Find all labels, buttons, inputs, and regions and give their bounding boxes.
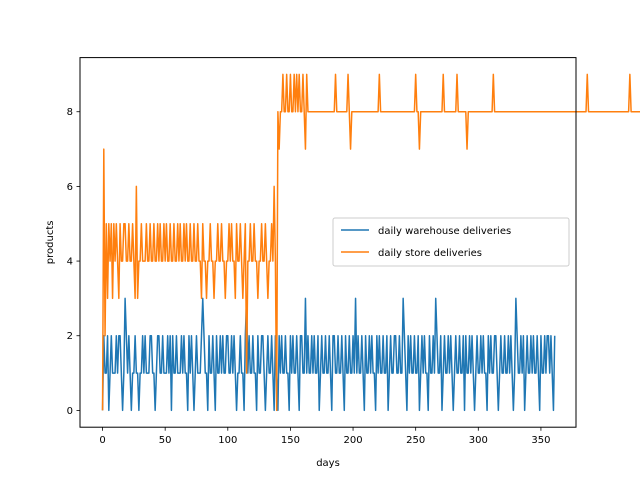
y-tick-label: 8 bbox=[67, 107, 73, 118]
series-line-warehouse bbox=[101, 297, 556, 412]
x-tick-label: 150 bbox=[281, 435, 300, 446]
x-axis: 0 50 100 150 200 250 300 350 bbox=[99, 427, 550, 446]
series-line-store bbox=[101, 73, 640, 412]
y-axis: 0 2 4 6 8 bbox=[67, 107, 80, 417]
legend: daily warehouse deliveries daily store d… bbox=[332, 217, 570, 267]
legend-label-warehouse: daily warehouse deliveries bbox=[378, 226, 511, 237]
series-layer bbox=[101, 73, 640, 412]
y-tick-label: 4 bbox=[67, 257, 73, 268]
y-axis-label: products bbox=[45, 221, 56, 265]
y-tick-label: 2 bbox=[67, 331, 73, 342]
x-tick-label: 300 bbox=[469, 435, 488, 446]
plot-area-frame bbox=[79, 57, 577, 428]
x-tick-label: 50 bbox=[159, 435, 172, 446]
x-tick-label: 350 bbox=[531, 435, 550, 446]
y-tick-label: 6 bbox=[67, 182, 73, 193]
legend-box bbox=[332, 217, 570, 267]
x-axis-label: days bbox=[316, 458, 340, 469]
y-tick-label: 0 bbox=[67, 406, 73, 417]
x-tick-label: 250 bbox=[406, 435, 425, 446]
legend-label-store: daily store deliveries bbox=[378, 248, 482, 259]
x-tick-label: 100 bbox=[218, 435, 237, 446]
x-tick-label: 200 bbox=[344, 435, 363, 446]
x-tick-label: 0 bbox=[99, 435, 105, 446]
